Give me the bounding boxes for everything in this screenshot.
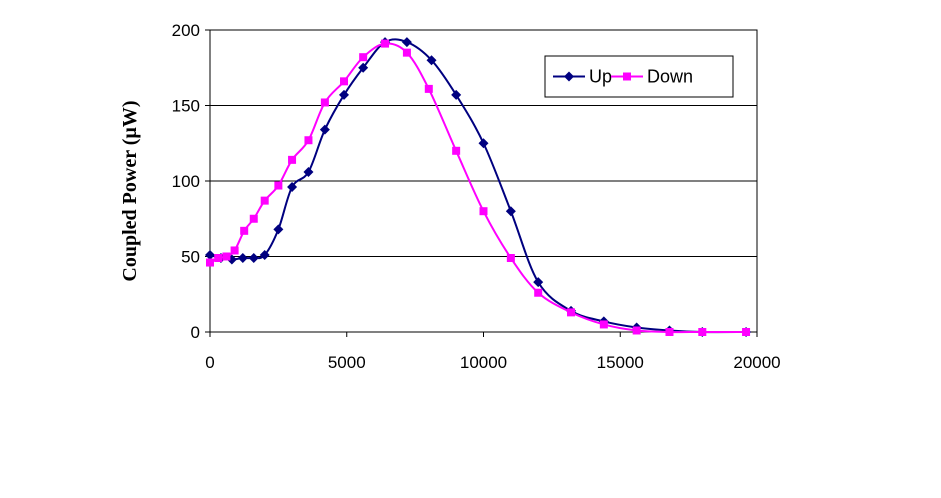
data-point-down (534, 288, 543, 297)
y-axis-label: Coupled Power (µW) (119, 100, 141, 281)
legend-marker-up (564, 71, 574, 82)
y-tick-label: 200 (172, 21, 200, 40)
data-point-up (205, 249, 215, 260)
data-point-down (320, 98, 329, 107)
data-point-down (222, 252, 231, 261)
data-point-down (304, 136, 313, 145)
data-point-down (665, 328, 674, 336)
data-point-down (698, 328, 707, 336)
data-point-down (452, 146, 461, 155)
data-point-up (426, 55, 437, 66)
data-point-up (533, 277, 544, 288)
data-point-up (287, 182, 298, 193)
data-point-up (319, 124, 330, 135)
data-point-down (742, 328, 751, 336)
data-point-up (237, 253, 248, 264)
y-tick-label: 100 (172, 172, 200, 191)
y-tick-label: 50 (181, 248, 200, 267)
data-point-up (248, 253, 259, 264)
data-point-down (599, 320, 608, 329)
y-tick-label: 0 (191, 323, 200, 342)
data-point-down (381, 39, 390, 48)
data-point-down (567, 308, 576, 317)
data-point-up (505, 206, 516, 217)
axes: 0 50 100 150 200 0 5000 10000 15000 20000 (172, 21, 781, 372)
data-point-down (340, 77, 349, 86)
series-down (206, 39, 751, 336)
x-tick-label: 10000 (460, 353, 507, 372)
x-tick-label: 20000 (733, 353, 780, 372)
legend: Up Down (544, 55, 734, 98)
data-point-down (479, 207, 488, 216)
data-point-up (451, 89, 462, 100)
data-point-down (206, 258, 214, 267)
data-point-down (288, 155, 297, 164)
data-point-up (259, 249, 270, 260)
data-point-up (273, 224, 284, 235)
data-point-down (240, 226, 249, 235)
data-point-up (401, 37, 412, 48)
legend-label-down: Down (647, 67, 693, 87)
data-point-up (303, 166, 314, 177)
data-point-down (230, 246, 239, 255)
data-point-down (214, 254, 223, 263)
data-point-up (339, 89, 350, 100)
x-tick-label: 0 (205, 353, 214, 372)
data-point-up (478, 138, 489, 149)
x-tick-label: 5000 (328, 353, 366, 372)
data-point-down (402, 48, 411, 57)
data-point-down (274, 181, 283, 190)
data-point-down (632, 326, 641, 335)
data-point-down (424, 84, 433, 93)
legend-label-up: Up (589, 67, 612, 87)
series-layer (205, 37, 752, 337)
data-point-down (260, 196, 269, 205)
y-tick-label: 150 (172, 97, 200, 116)
x-tick-label: 15000 (597, 353, 644, 372)
data-point-up (226, 254, 237, 265)
data-point-down (506, 254, 515, 263)
data-point-down (359, 53, 368, 62)
data-point-up (358, 62, 369, 73)
data-point-down (249, 214, 258, 223)
legend-marker-down (623, 72, 631, 81)
